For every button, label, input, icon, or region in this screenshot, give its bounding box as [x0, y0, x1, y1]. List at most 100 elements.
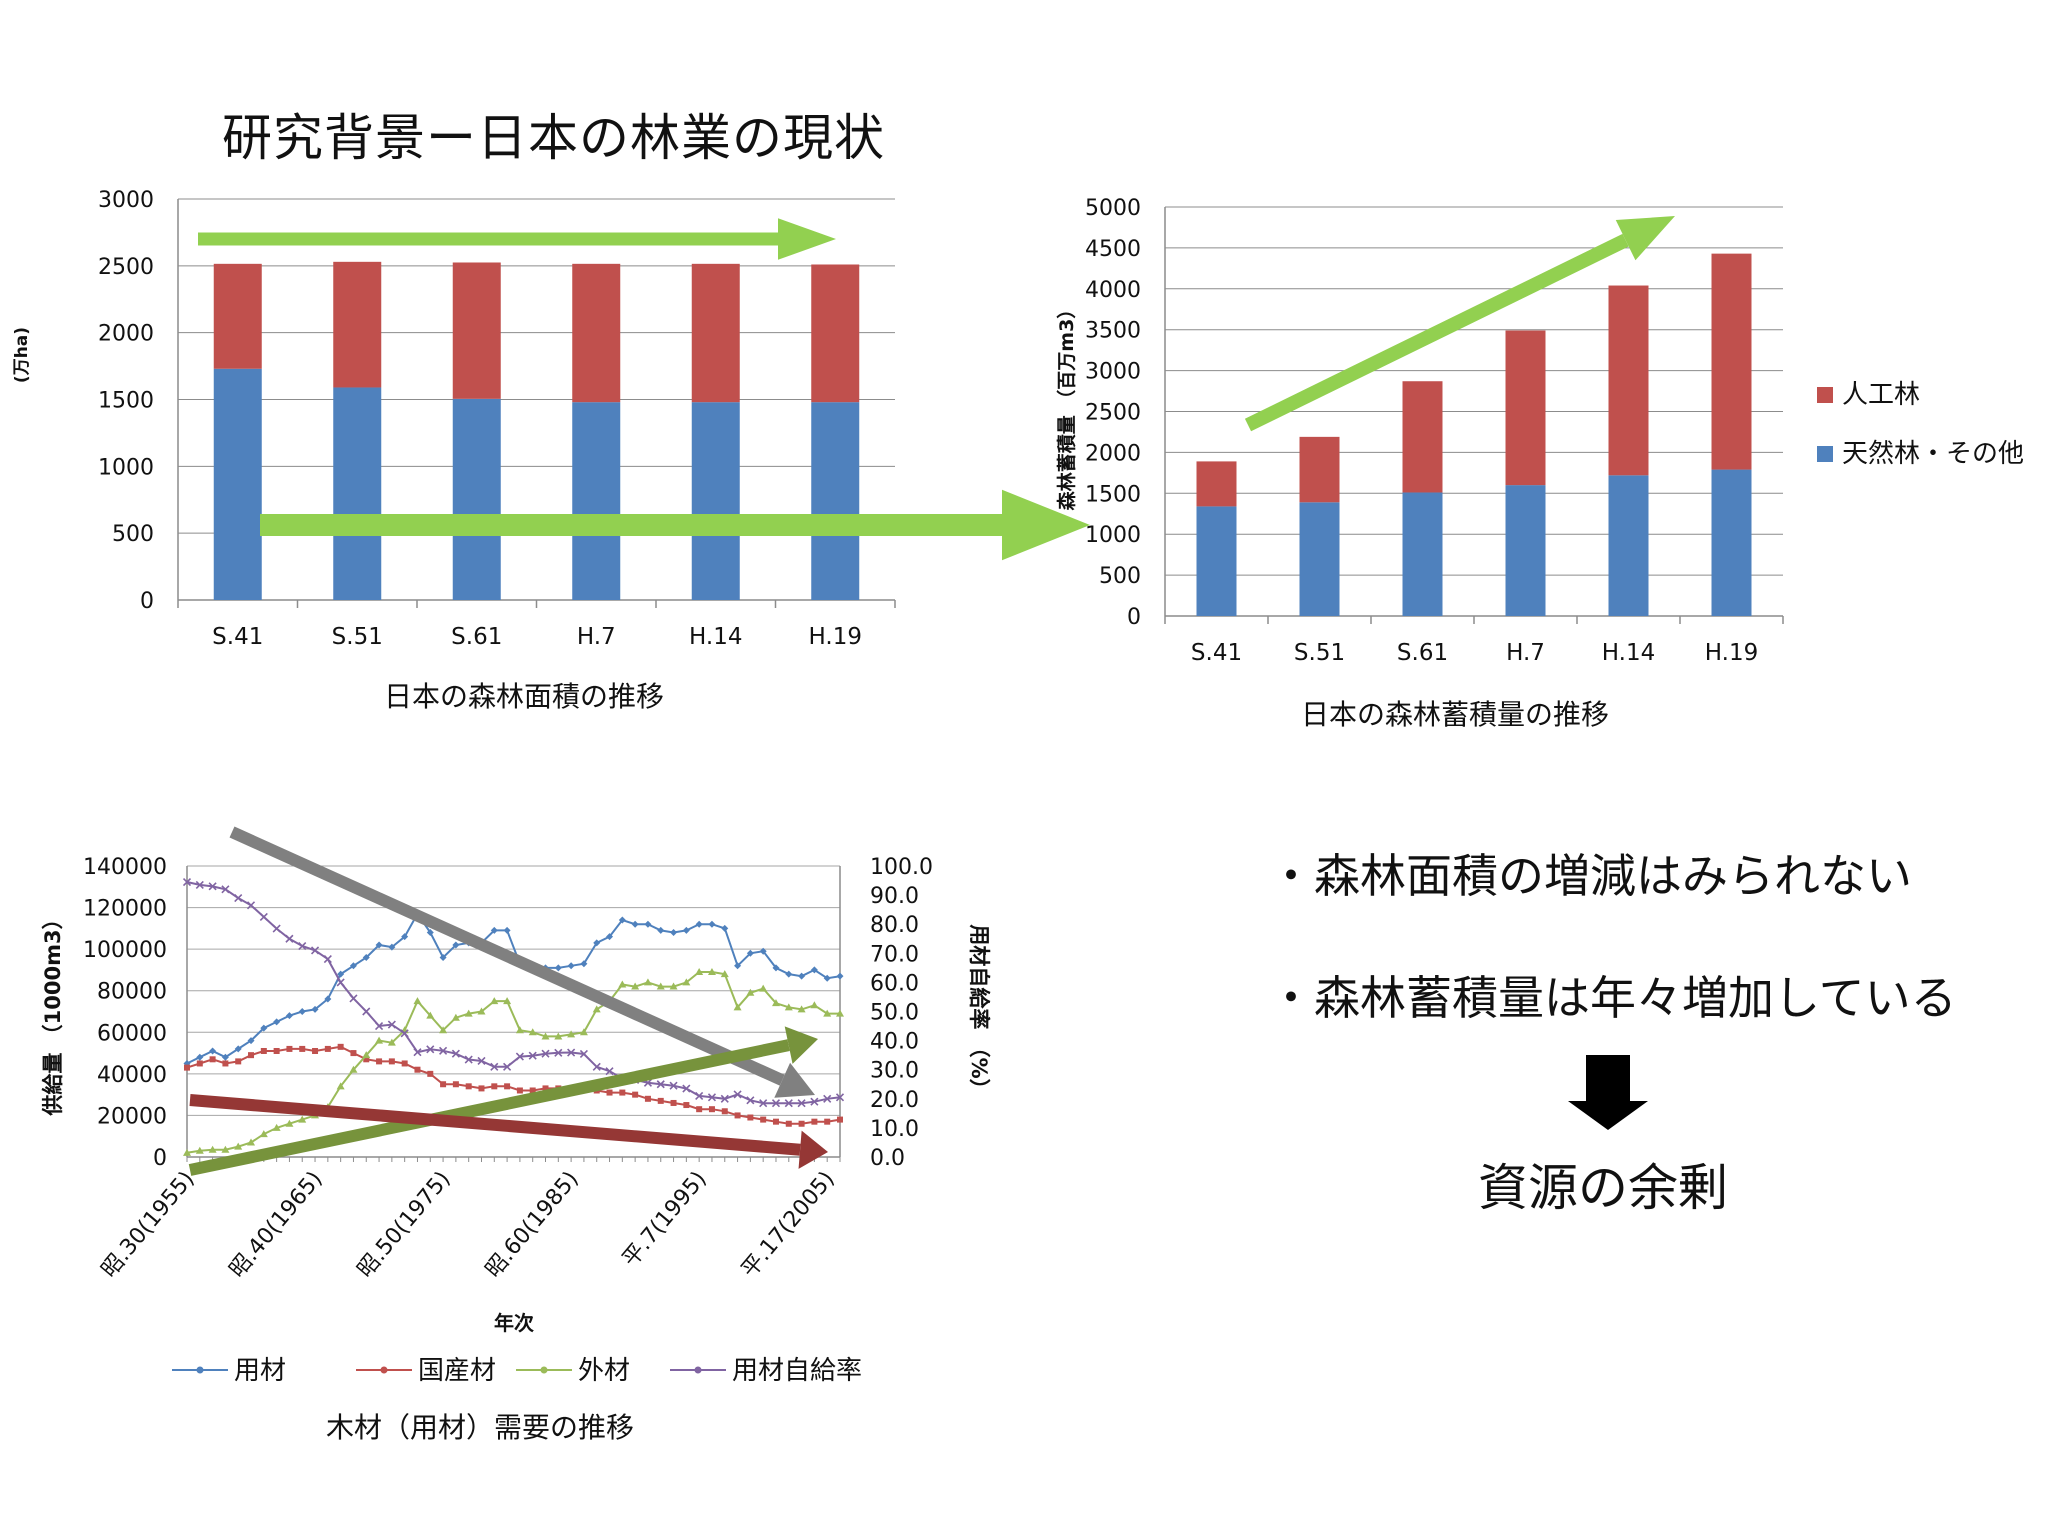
point-marker [528, 1051, 537, 1060]
point-marker [413, 1048, 422, 1057]
y-tick-label: 60000 [97, 1021, 167, 1046]
bar-upper [572, 263, 621, 403]
y-tick-label: 80000 [97, 980, 167, 1005]
series-line [186, 971, 840, 1154]
bar-upper [452, 262, 501, 399]
bar-upper [811, 264, 860, 403]
legend-marker [196, 1366, 204, 1374]
point-marker [503, 997, 512, 1005]
bar-upper [691, 263, 740, 403]
x-tick-label: S.41 [212, 624, 263, 650]
y-tick-label: 2000 [1085, 441, 1141, 466]
y-tick-label: 4500 [1085, 237, 1141, 262]
bar-upper [1505, 330, 1546, 486]
point-marker [567, 1048, 576, 1057]
point-marker [337, 1043, 344, 1050]
y-tick-label: 100000 [83, 938, 167, 963]
point-marker [811, 1118, 818, 1125]
point-marker [336, 978, 345, 987]
y-tick-label: 1500 [98, 389, 154, 414]
y2-tick-label: 100.0 [870, 855, 933, 880]
x-tick-label: H.19 [809, 624, 862, 650]
y-tick-label: 500 [1099, 564, 1141, 589]
point-marker [772, 1118, 779, 1125]
y-axis-label: 供給量 （1000m3） [41, 908, 65, 1116]
down-arrow-icon [1568, 1101, 1648, 1130]
point-marker [387, 1020, 396, 1029]
point-marker [823, 974, 831, 982]
point-marker [221, 885, 230, 894]
point-marker [759, 1099, 768, 1108]
point-marker [823, 1094, 832, 1103]
y-tick-label: 2000 [98, 322, 154, 347]
legend-label: 国産材 [418, 1356, 496, 1386]
point-marker [350, 1050, 357, 1057]
point-marker [439, 953, 447, 961]
point-marker [362, 1007, 371, 1016]
conclusion-text: 資源の余剰 [1478, 1159, 1728, 1217]
bar-lower [572, 402, 621, 600]
point-marker [669, 1081, 678, 1090]
point-marker [682, 978, 691, 986]
bar-upper [213, 263, 262, 369]
x-tick-label: S.51 [1294, 640, 1345, 666]
point-marker [426, 1045, 435, 1054]
point-marker [374, 1021, 384, 1031]
point-marker [490, 1062, 499, 1071]
point-marker [388, 943, 396, 951]
point-marker [734, 1112, 741, 1119]
point-marker [451, 1049, 460, 1058]
point-marker [797, 1099, 806, 1108]
point-marker [580, 960, 588, 968]
x-tick-label: S.51 [332, 624, 383, 650]
imports-increase-arrow [188, 1039, 790, 1176]
point-marker [196, 1053, 204, 1061]
forest-area-chart: 0 500 1000 1500 2000 2500 3000 S.41 S.51 S.61 H.7 H… [12, 188, 896, 713]
x-tick-label: H.7 [577, 624, 616, 650]
point-marker [452, 1081, 459, 1088]
x-tick-label: S.41 [1191, 640, 1242, 666]
series-line [186, 1045, 841, 1125]
point-marker [554, 964, 562, 972]
point-marker [760, 1116, 767, 1123]
point-marker [721, 924, 729, 932]
point-marker [632, 1091, 639, 1098]
point-marker [503, 1062, 512, 1071]
point-marker [606, 1089, 613, 1096]
point-marker [682, 926, 690, 934]
legend-label: 天然林・その他 [1842, 439, 2024, 469]
point-marker [285, 934, 294, 943]
point-marker [644, 920, 652, 928]
y-axis-label: (万ha) [12, 327, 32, 383]
y2-tick-label: 30.0 [870, 1059, 919, 1084]
x-tick-label: 昭.50(1975) [353, 1167, 456, 1283]
point-marker [720, 1094, 729, 1103]
point-marker [772, 964, 780, 972]
point-marker [554, 1048, 563, 1057]
y-tick-label: 0 [140, 589, 154, 614]
point-marker [682, 1084, 691, 1093]
point-marker [464, 1055, 473, 1064]
x-tick-label: 平.17(2005) [737, 1167, 840, 1283]
point-marker [785, 970, 793, 978]
y-tick-label: 40000 [97, 1063, 167, 1088]
y2-tick-label: 80.0 [870, 913, 919, 938]
point-marker [465, 1083, 472, 1090]
legend: 用材 国産材 外材 用材自給率 [172, 1356, 862, 1386]
chart-title: 日本の森林蓄積量の推移 [1301, 698, 1609, 731]
point-marker [298, 1008, 306, 1015]
point-marker [605, 1067, 614, 1076]
bullet-stock-increase: ・森林蓄積量は年々増加している [1268, 971, 1957, 1025]
series-2 [183, 968, 844, 1156]
legend-label: 外材 [578, 1356, 630, 1386]
point-marker [260, 1024, 268, 1032]
y2-tick-label: 40.0 [870, 1030, 919, 1055]
stock-increase-arrow [1244, 233, 1629, 432]
series-line [186, 881, 841, 1105]
flat-area-arrow-head [778, 218, 836, 260]
y-tick-label: 3000 [1085, 360, 1141, 385]
point-marker [196, 1060, 203, 1067]
point-marker [259, 912, 268, 921]
point-marker [363, 1056, 370, 1063]
